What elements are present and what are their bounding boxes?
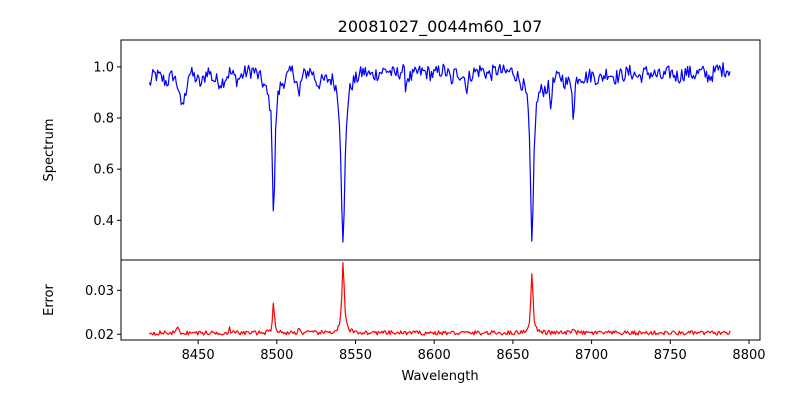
error-ytick-label: 0.02 — [85, 328, 114, 343]
error-line — [148, 262, 731, 336]
xtick-label: 8650 — [496, 348, 529, 363]
spectrum-ytick-label: 0.4 — [93, 214, 114, 229]
spectrum-series — [148, 62, 731, 243]
error-ytick-label: 0.03 — [85, 284, 114, 299]
x-axis-label: Wavelength — [401, 369, 478, 384]
xtick-label: 8450 — [182, 348, 215, 363]
error-series — [148, 262, 731, 336]
xtick-label: 8700 — [575, 348, 608, 363]
xtick-label: 8600 — [418, 348, 451, 363]
spectrum-y-axis-label: Spectrum — [42, 119, 57, 182]
spectrum-ytick-label: 0.8 — [93, 112, 114, 127]
error-axes-frame — [120, 259, 761, 341]
xtick-label: 8800 — [732, 348, 765, 363]
xtick-label: 8550 — [339, 348, 372, 363]
spectrum-y-ticks: 0.4 0.6 0.8 1.0 — [93, 60, 121, 229]
xtick-label: 8500 — [260, 348, 293, 363]
xtick-label: 8750 — [654, 348, 687, 363]
error-y-ticks: 0.02 0.03 — [85, 284, 121, 343]
spectrum-ytick-label: 1.0 — [93, 60, 114, 75]
spectrum-ytick-label: 0.6 — [93, 163, 114, 178]
error-y-axis-label: Error — [42, 284, 57, 316]
x-ticks: 8450 8500 8550 8600 8650 8700 8750 8800 — [182, 340, 766, 363]
spectrum-line — [148, 62, 731, 243]
error-panel: 0.02 0.03 8450 8500 8550 8600 8650 8700 8750 880… — [42, 259, 766, 384]
chart-title: 20081027_0044m60_107 — [338, 17, 543, 37]
